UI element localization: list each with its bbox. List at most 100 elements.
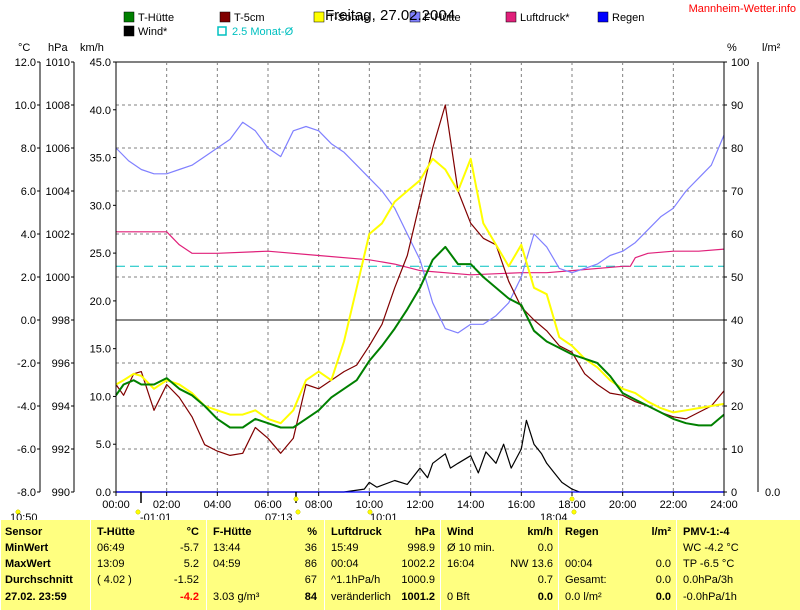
legend-label: Luftdruck* bbox=[520, 12, 570, 24]
stats-label: 0 Bft bbox=[447, 591, 470, 603]
legend-swatch bbox=[409, 11, 421, 23]
tick-label-wind: 25.0 bbox=[90, 248, 111, 260]
series-line-f-h-tte bbox=[115, 121, 725, 334]
tick-label-wind: 0.0 bbox=[96, 487, 111, 499]
tick-label-time: 10:00 bbox=[356, 499, 384, 511]
stats-row: 0.7 bbox=[441, 572, 559, 588]
tick-label-time: 06:00 bbox=[254, 499, 282, 511]
grid-lines bbox=[115, 61, 725, 493]
tick-label-temp: 8.0 bbox=[21, 143, 36, 155]
stats-row: 13:44 36 bbox=[207, 540, 325, 556]
stats-column: F-Hütte% 13:44 36 04:59 86 67 3.03 g/m³ 84 bbox=[206, 520, 325, 610]
stats-label: 00:04 bbox=[331, 558, 359, 570]
stats-label: Ø 10 min. bbox=[447, 542, 495, 554]
tick-label-pressure: 990 bbox=[52, 487, 70, 499]
stats-value: km/h bbox=[527, 526, 553, 538]
stats-header-row: T-Hütte °C bbox=[91, 524, 207, 540]
stats-row: -4.2 bbox=[91, 589, 207, 605]
stats-row: 06:49 -5.7 bbox=[91, 540, 207, 556]
t-mark-marker: 10:01 bbox=[370, 512, 398, 520]
stats-label: Luftdruck bbox=[331, 526, 382, 538]
series-lines bbox=[115, 104, 725, 493]
legend-swatch bbox=[123, 11, 135, 23]
stats-label: Gesamt: bbox=[565, 574, 607, 586]
header: Freitag, 27.02.2004 Mannheim-Wetter.info bbox=[325, 3, 796, 24]
legend-swatch bbox=[597, 11, 609, 23]
stats-label: 06:49 bbox=[97, 542, 125, 554]
stats-row: 15:49 998.9 bbox=[325, 540, 441, 556]
stats-label: 16:04 bbox=[447, 558, 475, 570]
tick-label-humidity: 70 bbox=[731, 186, 743, 198]
stats-label: WC -4.2 °C bbox=[683, 542, 739, 554]
tick-label-temp: -2.0 bbox=[17, 358, 36, 370]
tick-label-pressure: 998 bbox=[52, 315, 70, 327]
sunrise-marker: 10:50 bbox=[10, 512, 38, 520]
stats-label: F-Hütte bbox=[213, 526, 252, 538]
tick-label-temp: 2.0 bbox=[21, 272, 36, 284]
stats-label: MinWert bbox=[5, 542, 49, 554]
stats-value: 0.0 bbox=[655, 558, 671, 570]
sun-dot bbox=[293, 496, 299, 502]
tmax-marker: 07:13 bbox=[265, 512, 293, 520]
tick-label-wind: 10.0 bbox=[90, 391, 111, 403]
stats-label: Wind bbox=[447, 526, 474, 538]
sun-dot bbox=[135, 509, 141, 515]
unit-hpa: hPa bbox=[48, 42, 68, 54]
stats-value: 36 bbox=[304, 542, 317, 554]
stats-value: 84 bbox=[304, 591, 317, 603]
stats-row: -0.0hPa/1h bbox=[677, 589, 800, 605]
unit-kmh: km/h bbox=[80, 42, 104, 54]
tick-label-pressure: 992 bbox=[52, 444, 70, 456]
stats-header-row: Luftdruck hPa bbox=[325, 524, 441, 540]
tick-label-pressure: 1010 bbox=[46, 57, 70, 69]
unit-percent: % bbox=[727, 42, 737, 54]
legend-label: T-5cm bbox=[234, 12, 265, 24]
legend-label: T-Sonne bbox=[328, 12, 370, 24]
stats-label: 13:44 bbox=[213, 542, 241, 554]
series-line-luftdruck bbox=[116, 231, 725, 276]
stats-header-row: Sensor bbox=[1, 524, 91, 540]
stats-value: -5.7 bbox=[180, 542, 199, 554]
stats-header-row: PMV-1:-4 bbox=[677, 524, 800, 540]
tick-label-wind: 45.0 bbox=[90, 57, 111, 69]
stats-value: l/m² bbox=[651, 526, 671, 538]
stats-label: ^1.1hPa/h bbox=[331, 574, 381, 586]
stats-label: 3.03 g/m³ bbox=[213, 591, 260, 603]
stats-value: 1001.2 bbox=[401, 591, 435, 603]
legend-label: F-Hütte bbox=[424, 12, 461, 24]
brand-link[interactable]: Mannheim-Wetter.info bbox=[689, 3, 796, 15]
tick-label-humidity: 50 bbox=[731, 272, 743, 284]
stats-row: 13:09 5.2 bbox=[91, 556, 207, 572]
tick-label-humidity: 80 bbox=[731, 143, 743, 155]
series-line-wind bbox=[116, 419, 724, 493]
stats-row: Ø 10 min. 0.0 bbox=[441, 540, 559, 556]
unit-celsius: °C bbox=[18, 42, 30, 54]
stats-value: 86 bbox=[304, 558, 317, 570]
stats-value: 1002.2 bbox=[401, 558, 435, 570]
legend-label: Wind* bbox=[138, 26, 168, 38]
chart-title: Freitag, 27.02.2004 bbox=[325, 7, 455, 24]
stats-row: 16:04 NW 13.6 bbox=[441, 556, 559, 572]
sun-dot bbox=[367, 509, 373, 515]
stats-value: 0.0 bbox=[655, 574, 671, 586]
axes: 12.0 10.0 8.0 6.0 4.0 2.0 0.0 -2.0 -4.0 -6.0 -8.0 1… bbox=[15, 57, 780, 515]
stats-label: MaxWert bbox=[5, 558, 51, 570]
tick-label-time: 08:00 bbox=[305, 499, 333, 511]
stats-value: 5.2 bbox=[183, 558, 199, 570]
unit-rain: l/m² bbox=[762, 42, 781, 54]
legend: T-Hütte T-5cm T-Sonne F-Hütte Luftdruck* Rege… bbox=[123, 11, 644, 38]
tick-label-wind: 40.0 bbox=[90, 105, 111, 117]
tick-label-pressure: 1006 bbox=[46, 143, 70, 155]
stats-value: % bbox=[307, 526, 317, 538]
stats-column: Regen l/m² 00:04 0.0 Gesamt: 0.0 0.0 l/m² 0.0 bbox=[558, 520, 677, 610]
stats-label: TP -6.5 °C bbox=[683, 558, 735, 570]
stats-row: 04:59 86 bbox=[207, 556, 325, 572]
stats-header-row: F-Hütte% bbox=[207, 524, 325, 540]
legend-swatch bbox=[123, 25, 135, 37]
stats-label: Durchschnitt bbox=[5, 574, 73, 586]
stats-value: -1.52 bbox=[173, 574, 199, 586]
series-line-t-sonne bbox=[115, 157, 725, 425]
stats-column: Luftdruck hPa 15:49 998.9 00:04 1002.2 ^1.1hPa… bbox=[324, 520, 441, 610]
tick-label-time: 04:00 bbox=[204, 499, 232, 511]
tick-label-time: 12:00 bbox=[406, 499, 434, 511]
